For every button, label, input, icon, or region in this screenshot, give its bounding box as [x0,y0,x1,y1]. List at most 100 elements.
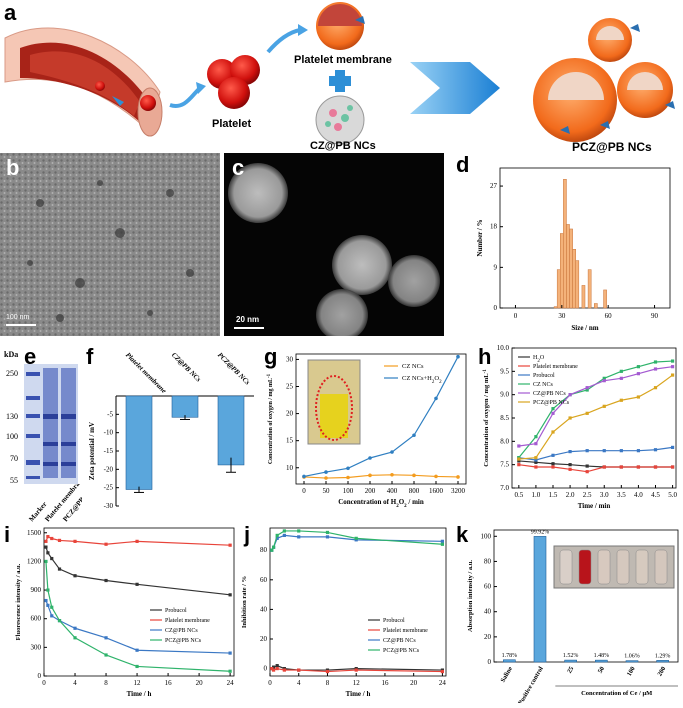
series-line [518,446,673,461]
chart-g-svg: 10 15 20 25 30 0 50 100 200 400 800 1600 3200 CZ NCs C… [267,353,467,509]
x-tick-label: 8 [326,679,330,687]
data-point [551,462,555,466]
legend-label: Probucol [533,373,555,379]
x-tick-label: 0 [268,679,272,687]
x-tick-label: 20 [410,679,418,687]
y-tick-label: 100 [481,532,492,540]
panel-i: i 0 4 8 12 16 20 24 0 300 600 900 1200 1500 Probucol P… [0,520,240,703]
data-point [585,464,589,468]
data-point [368,473,372,478]
y-tick-label: 7.0 [500,484,509,492]
y-tick-label: -10 [104,429,114,437]
data-point [270,667,274,671]
panel-c-haadf-image: c 20 nm [224,153,444,336]
x-axis-label: Concentration of Ce / μM [581,690,652,697]
data-point [73,539,77,543]
x-tick-label: 1.5 [549,491,558,499]
data-point [297,668,301,672]
x-tick-label: 90 [651,312,659,320]
x-tick-label: 4.0 [634,491,643,499]
data-point [228,669,232,673]
absorption-bar [625,660,639,663]
data-point [275,536,279,540]
data-point [390,472,394,477]
y-tick-label: 0 [494,304,498,312]
category-label: Positive control [517,665,545,703]
histogram-bar [560,233,564,309]
x-tick-label: 12 [353,679,361,687]
y-tick-label: 60 [260,576,268,584]
y-tick-label: -15 [104,447,114,455]
series-line [518,460,673,468]
panel-g: g 10 15 20 25 30 0 50 100 200 400 800 1600 3200 CZ NC… [262,344,472,520]
y-tick-label: 30 [286,355,294,363]
data-point [602,379,606,383]
chart-j-svg: 0 4 8 12 16 20 24 0 20 40 60 80 Probucol Platelet mem… [241,527,446,698]
data-label: 1.06% [624,654,640,660]
data-point [271,545,276,549]
gel-marker-55: 55 [10,476,18,485]
data-point [73,626,77,630]
x-tick-label: 4.5 [651,491,660,499]
blood-vessel-icon [4,27,163,137]
data-point [368,456,372,460]
zeta-bar [217,395,245,466]
x-tick-label: 1600 [429,487,444,495]
data-point [619,369,623,373]
data-point [324,476,328,480]
panel-d: d 0 30 60 90 0 9 18 27 Size / nm Number / % [448,150,683,342]
legend-label: Platelet membrane [165,618,210,624]
data-point [534,435,538,439]
y-tick-label: -20 [104,465,114,473]
data-point [534,458,538,462]
absorption-bar [564,659,577,663]
data-point [228,593,232,597]
data-point [619,376,623,380]
data-point [636,449,641,453]
data-point [434,396,438,401]
histogram-bar [594,303,598,309]
label-platelet-membrane: Platelet membrane [294,54,392,66]
chart-d-svg: 0 30 60 90 0 9 18 27 Size / nm Number / % [476,167,671,332]
data-point [104,636,108,640]
highlight-ellipse [315,375,353,441]
x-axis-label: Size / nm [571,324,598,332]
axes-frame [295,353,467,485]
histogram-bar [566,224,570,309]
data-point [585,449,589,453]
gel-marker-130: 130 [6,412,18,421]
y-tick-label: 10 [286,464,294,472]
x-axis-label: Time / min [578,502,611,510]
data-point [602,449,606,453]
data-point [653,360,658,364]
data-point [602,376,606,380]
data-point [653,448,658,452]
category-label: Saline [500,665,515,683]
tube [578,549,592,585]
tube [616,549,630,585]
panel-e: e kDa 250 130 100 70 55 Marker Platelet … [0,344,82,523]
panel-h: h 0.5 1.0 1.5 2.0 2.5 3.0 3.5 4.0 4.5 5.0 7.0 7.5 8.… [474,344,683,520]
y-tick-label: 20 [286,410,294,418]
data-point [534,460,538,464]
legend-label: Platelet membrane [533,364,578,370]
vial-liquid [320,394,348,438]
y-tick-label: 80 [484,557,492,565]
data-point [456,354,460,359]
legend-label: CZ NCs [533,382,554,388]
data-point [568,393,572,397]
data-point [653,465,658,469]
x-tick-label: 16 [381,679,389,687]
y-tick-label: 0 [38,672,42,680]
data-point [57,619,62,623]
category-label: 50 [597,666,606,675]
data-point [440,669,445,674]
data-point [325,530,330,535]
data-point [275,667,279,671]
data-point [619,398,623,402]
data-point [653,367,658,371]
data-point [325,535,330,539]
y-tick-label: 9.0 [500,391,509,399]
x-tick-label: 20 [196,679,204,687]
category-label: CZ@PB NCs [170,351,203,384]
